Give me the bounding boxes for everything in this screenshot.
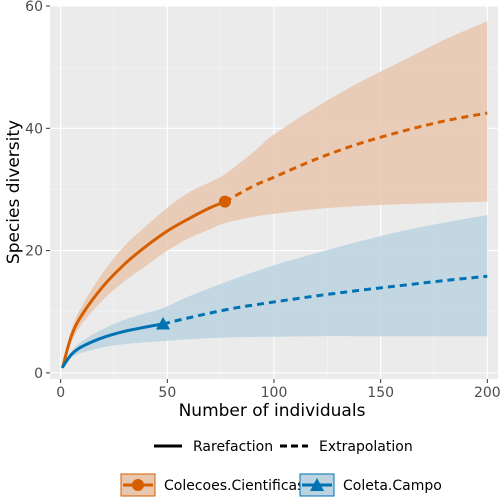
rarefaction-line-1: [61, 322, 165, 369]
y-tick-label: 60: [25, 0, 43, 15]
y-tick-label: 20: [25, 244, 43, 260]
legend-coleta-label: Coleta.Campo: [343, 478, 442, 494]
legend-rarefaction-label: Rarefaction: [193, 439, 273, 455]
x-tick-label: 100: [261, 385, 288, 401]
observed-point-0: [218, 195, 231, 208]
extrapolation-line-1: [162, 274, 488, 326]
legend-series: Colecoes.Cientificas Coleta.Campo: [120, 473, 442, 497]
x-tick-label: 150: [367, 385, 394, 401]
x-axis-title: Number of individuals: [179, 401, 366, 421]
confidence-band-0: [62, 21, 488, 367]
observed-markers: [156, 195, 231, 330]
legend-extrapolation-label: Extrapolation: [319, 439, 413, 455]
y-axis-title: Species diversity: [4, 120, 24, 264]
rarefaction-line-0: [61, 200, 227, 369]
x-tick-label: 0: [56, 385, 65, 401]
legend-colecoes-label: Colecoes.Cientificas: [164, 478, 304, 494]
legend-key-coleta-marker: [310, 478, 324, 491]
x-tick-label: 200: [474, 385, 501, 401]
legend-line-type: Rarefaction Extrapolation: [154, 439, 413, 455]
y-tick-label: 0: [34, 366, 43, 382]
y-axis-ticks: 0 20 40 60: [25, 0, 50, 382]
legend-key-colecoes-marker: [132, 479, 144, 491]
x-tick-label: 50: [158, 385, 176, 401]
extrapolation-line-0: [224, 111, 488, 203]
observed-point-1: [156, 316, 171, 330]
x-axis-ticks: 0 50 100 150 200: [56, 379, 501, 401]
series-lines: [61, 111, 488, 369]
y-tick-label: 40: [25, 121, 43, 137]
